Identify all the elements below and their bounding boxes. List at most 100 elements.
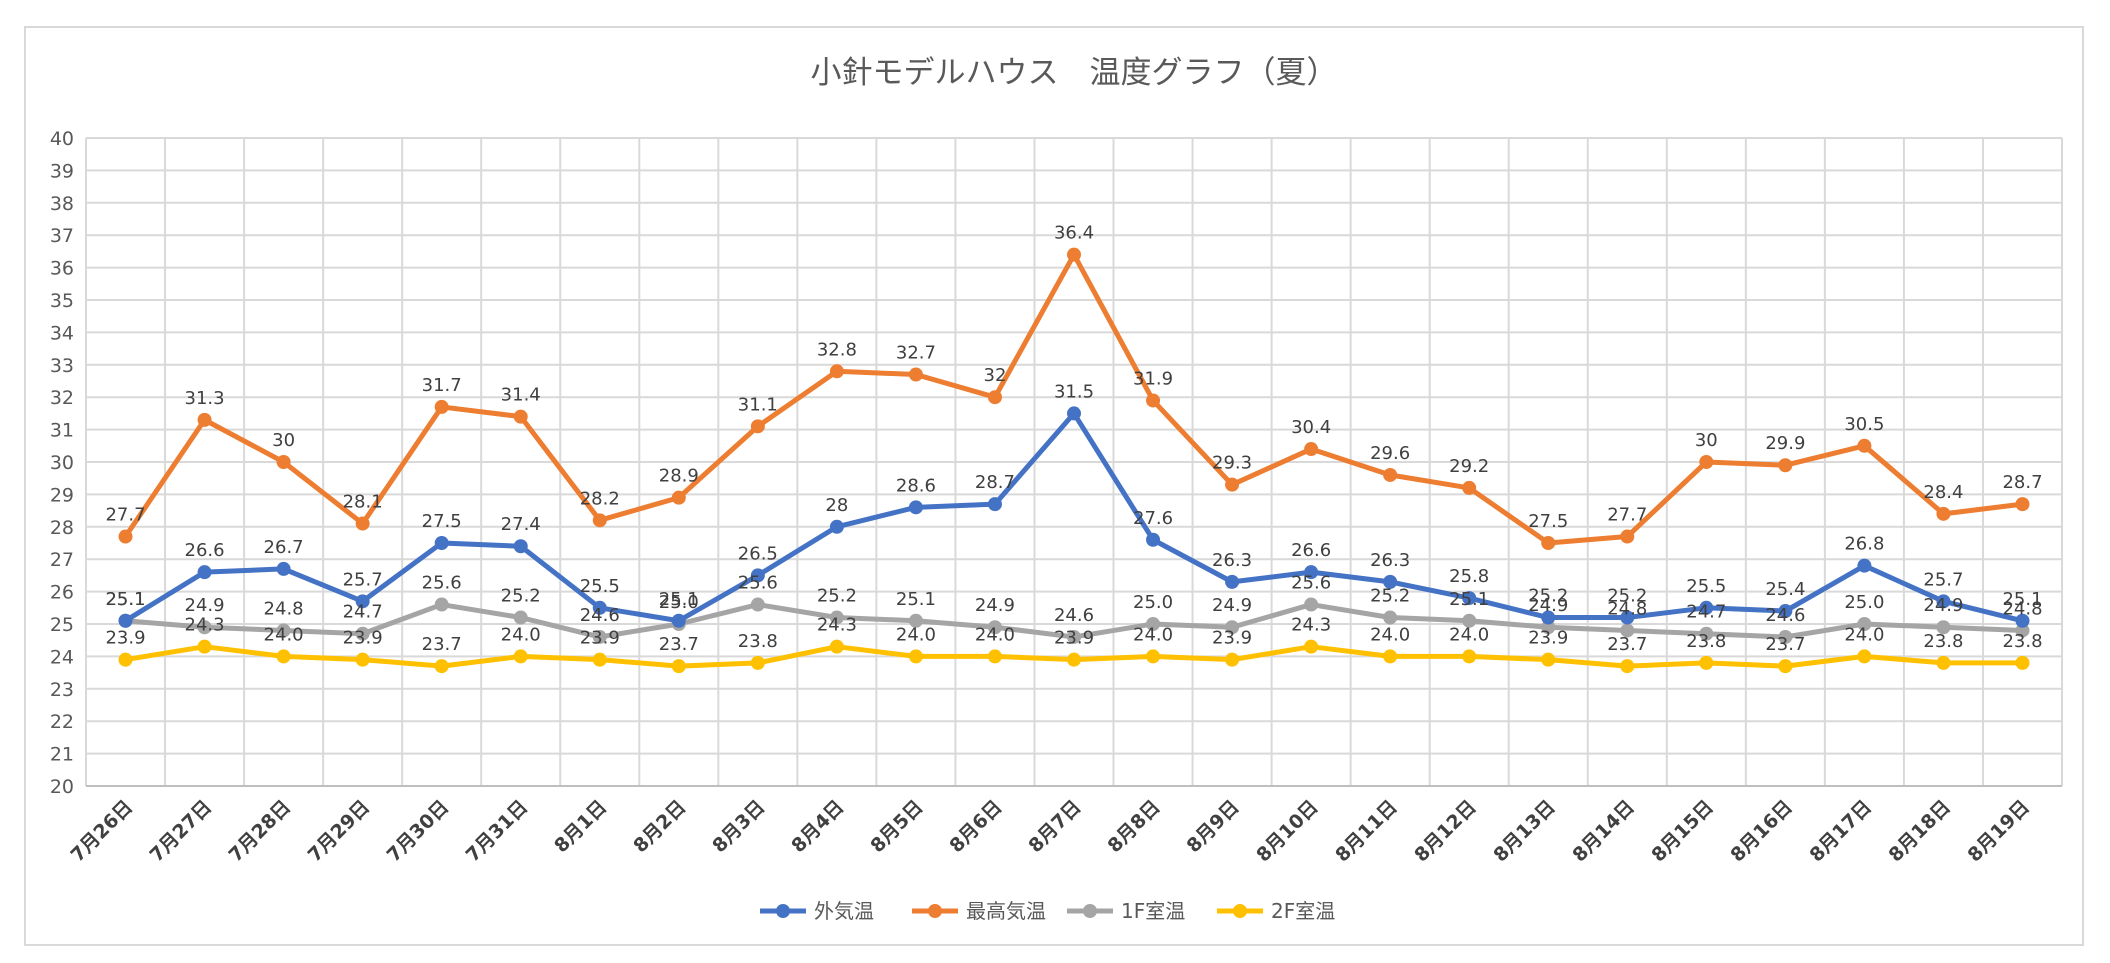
data-label: 27.5 <box>1528 511 1568 532</box>
data-label: 27.4 <box>501 514 541 535</box>
data-label: 25.0 <box>1133 592 1173 613</box>
data-point <box>671 490 686 505</box>
data-label: 23.7 <box>1765 634 1805 655</box>
data-point <box>1778 629 1793 644</box>
data-point <box>829 610 844 625</box>
y-tick-label: 39 <box>50 160 74 182</box>
data-label: 25.2 <box>1607 586 1647 607</box>
x-tick-label: 8月1日 <box>550 796 611 857</box>
data-point <box>1699 626 1714 641</box>
data-label: 28.7 <box>975 472 1015 493</box>
x-tick-label: 8月12日 <box>1410 796 1480 866</box>
x-tick-label: 7月28日 <box>225 796 295 866</box>
data-label: 24.7 <box>1686 602 1726 623</box>
x-tick-label: 8月8日 <box>1103 796 1164 857</box>
data-point <box>1857 438 1872 453</box>
data-label: 23.8 <box>2002 631 2042 652</box>
data-label: 27.7 <box>105 505 145 526</box>
y-tick-label: 25 <box>50 614 74 636</box>
data-point <box>1304 565 1319 580</box>
data-point <box>1620 659 1635 674</box>
data-point <box>434 399 449 414</box>
data-label: 31.5 <box>1054 381 1094 402</box>
data-label: 24.0 <box>975 624 1015 645</box>
data-point <box>592 652 607 667</box>
data-label: 23.7 <box>659 634 699 655</box>
data-point <box>276 561 291 576</box>
data-point <box>1936 620 1951 635</box>
x-tick-label: 8月18日 <box>1884 796 1954 866</box>
data-label: 23.9 <box>580 628 620 649</box>
data-point <box>908 649 923 664</box>
x-tick-label: 8月2日 <box>629 796 690 857</box>
y-tick-label: 36 <box>50 258 74 280</box>
legend-item[interactable]: 外気温 <box>760 899 874 923</box>
data-label: 25.0 <box>1844 592 1884 613</box>
y-tick-label: 35 <box>50 290 74 312</box>
data-point <box>1225 477 1240 492</box>
data-point <box>1462 591 1477 606</box>
data-label: 25.1 <box>896 589 936 610</box>
data-point <box>513 409 528 424</box>
data-label: 24.3 <box>1291 615 1331 636</box>
data-point <box>355 652 370 667</box>
data-label: 32 <box>984 365 1007 386</box>
data-point <box>513 610 528 625</box>
data-label: 31.4 <box>501 385 541 406</box>
legend-item[interactable]: 1F室温 <box>1067 899 1185 923</box>
data-point <box>1225 620 1240 635</box>
legend-swatch-marker <box>776 904 790 918</box>
data-point <box>1857 617 1872 631</box>
data-point <box>1699 655 1714 670</box>
data-point <box>513 539 528 554</box>
legend-item[interactable]: 2F室温 <box>1217 899 1335 923</box>
legend[interactable]: 外気温 最高気温 1F室温 2F室温 <box>760 899 1335 923</box>
data-point <box>276 455 291 469</box>
y-tick-label: 32 <box>50 387 74 409</box>
legend-item[interactable]: 最高気温 <box>912 899 1046 923</box>
x-tick-label: 8月5日 <box>866 796 927 857</box>
data-point <box>1146 617 1161 631</box>
data-label: 23.7 <box>1607 634 1647 655</box>
data-point <box>118 652 133 667</box>
data-label: 26.5 <box>738 543 778 564</box>
data-label: 25.1 <box>105 589 145 610</box>
y-tick-label: 37 <box>50 225 74 247</box>
data-label: 26.6 <box>185 540 225 561</box>
data-label: 29.3 <box>1212 453 1252 474</box>
data-label: 31.3 <box>185 388 225 409</box>
data-label: 24.0 <box>1844 624 1884 645</box>
data-label: 25.8 <box>1449 566 1489 587</box>
data-label: 23.9 <box>343 628 383 649</box>
data-label: 25.2 <box>817 586 857 607</box>
data-label: 24.6 <box>580 605 620 626</box>
x-tick-label: 8月9日 <box>1182 796 1243 857</box>
data-point <box>355 516 370 531</box>
data-point <box>1462 613 1477 628</box>
data-point <box>750 568 765 583</box>
data-point <box>118 613 133 628</box>
data-point <box>987 390 1002 405</box>
data-label: 23.8 <box>1686 631 1726 652</box>
data-label: 25.1 <box>2002 589 2042 610</box>
data-label: 24.0 <box>1370 624 1410 645</box>
x-tick-label: 8月6日 <box>945 796 1006 857</box>
data-label: 25.0 <box>659 592 699 613</box>
data-label: 30.4 <box>1291 417 1331 438</box>
data-label: 28.2 <box>580 488 620 509</box>
data-label: 24.3 <box>817 615 857 636</box>
y-tick-label: 27 <box>50 549 74 571</box>
data-point <box>434 536 449 550</box>
x-tick-label: 8月15日 <box>1647 796 1717 866</box>
x-tick-label: 8月3日 <box>708 796 769 857</box>
data-point <box>1778 659 1793 674</box>
data-label: 26.8 <box>1844 534 1884 555</box>
legend-swatch-marker <box>1233 904 1247 918</box>
data-point <box>987 649 1002 664</box>
data-label: 24.0 <box>1133 624 1173 645</box>
data-point <box>750 655 765 670</box>
data-label: 28.1 <box>343 492 383 513</box>
data-point <box>1067 406 1081 421</box>
series-layer <box>118 247 2030 674</box>
data-point <box>1857 649 1872 664</box>
